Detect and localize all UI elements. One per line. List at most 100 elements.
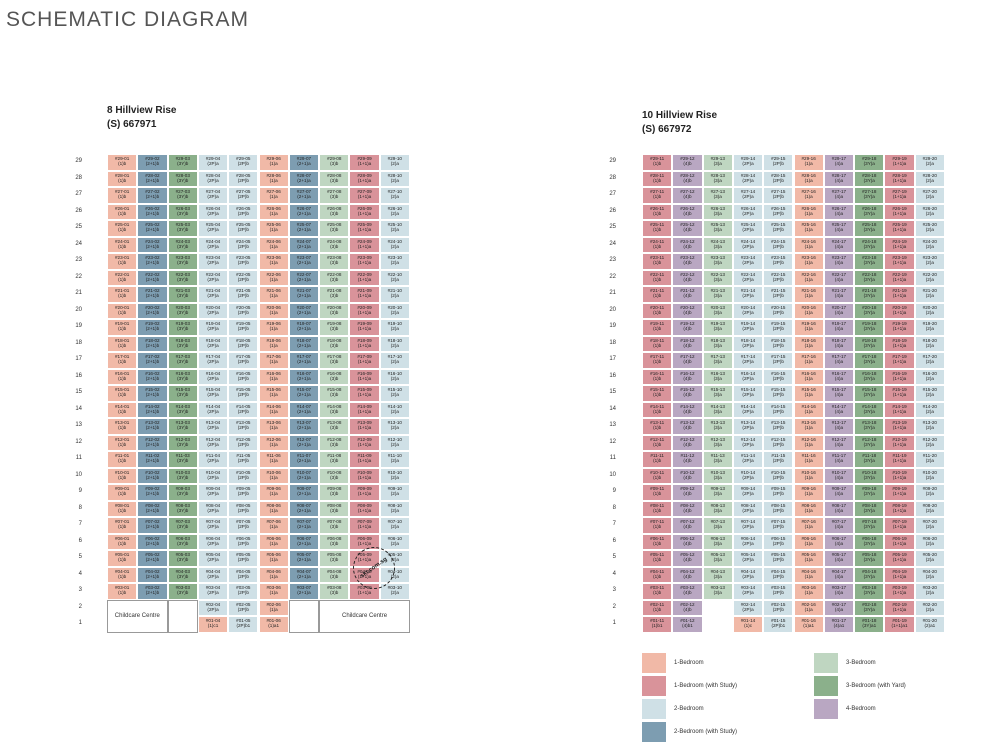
unit-type: (1)a [804, 309, 813, 315]
unit-cell: #10-15 (2P)b [763, 467, 794, 484]
unit-cell: #20-20 (2)a [914, 302, 945, 319]
unit-type: (1)a1 [268, 623, 280, 629]
unit-number: #10-20 [922, 469, 937, 475]
unit-type: (2P)b [772, 573, 784, 579]
unit-cell: #16-13 (3)a [702, 368, 733, 385]
unit-number: #24-09 [357, 238, 372, 244]
unit-type: (1)a [269, 227, 278, 233]
unit-number: #06-18 [862, 535, 877, 541]
unit-cell: #21-05 (2P)b [228, 286, 259, 303]
unit-cell: #07-12 (4)b [672, 517, 703, 534]
unit-type: (2P)b [237, 161, 249, 167]
unit-number: #07-14 [740, 519, 756, 524]
unit-cell: #14-17 (4)a [823, 401, 855, 418]
unit-number: #09-12 [680, 486, 695, 491]
unit-cell: #26-11 (1)b [642, 203, 673, 220]
unit-number: #16-17 [831, 370, 847, 376]
unit-type: (4)a [834, 491, 844, 497]
unit-cell: #11-09 (1+1)a [349, 451, 380, 468]
unit-number: #09-04 [205, 486, 221, 491]
unit-number: #22-03 [175, 271, 190, 277]
unit-cell: #08-20 (2)a [914, 500, 945, 517]
unit-number: #21-18 [862, 288, 877, 293]
unit-number: #18-12 [680, 337, 695, 343]
unit-cell: #17-11 (1)b [642, 352, 673, 369]
unit-number: #18-15 [771, 337, 786, 343]
unit-type: (4)a [834, 606, 844, 612]
unit-cell: #09-03 (3Y)b [167, 484, 198, 501]
unit-number: #19-17 [831, 321, 847, 326]
unit-type: (1)b [118, 540, 127, 546]
unit-cell: #09-02 (2+1)b [137, 484, 168, 501]
unit-type: (3)b [330, 276, 339, 282]
unit-number: #28-19 [892, 172, 907, 178]
unit-cell: #03-03 (3Y)b [167, 583, 198, 600]
unit-number: #03-06 [266, 585, 281, 590]
unit-type: (2P)a [207, 392, 219, 398]
unit-number: #24-03 [175, 238, 190, 244]
unit-cell: #08-01 (1)b [107, 500, 138, 517]
unit-type: (4)b [683, 392, 692, 398]
unit-number: #20-15 [771, 304, 786, 310]
unit-cell: #06-13 (3)a [702, 533, 733, 550]
unit-number: #21-12 [680, 288, 695, 293]
unit-type: (1)b [118, 392, 127, 398]
unit-cell: #11-06 (1)a [258, 451, 289, 468]
unit-type: (1+1)a [892, 161, 907, 167]
unit-type: (1)b [118, 573, 127, 579]
unit-type: (3)a [713, 309, 722, 315]
unit-cell: #15-13 (3)a [702, 385, 733, 402]
unit-type: (2P)b [772, 342, 784, 348]
unit-cell: #09-17 (4)a [823, 484, 855, 501]
unit-type: (2)a [925, 425, 934, 431]
unit-cell: #29-08 (3)b [319, 154, 350, 171]
unit-cell: #12-19 (1+1)a [884, 434, 915, 451]
unit-type: (3)b [330, 359, 339, 365]
unit-cell: #15-09 (1+1)a [349, 385, 380, 402]
unit-cell: #17-05 (2P)b [228, 352, 259, 369]
unit-type: (3Y)b [177, 590, 189, 596]
unit-type: (3)a [713, 342, 722, 348]
unit-type: (1)a [269, 161, 278, 167]
unit-type: (4)a [834, 441, 844, 447]
unit-type: (1)a [804, 326, 813, 332]
unit-number: #23-09 [357, 255, 372, 260]
floor-label: 8 [612, 504, 616, 511]
unit-number: #25-03 [175, 222, 190, 227]
unit-number: #28-04 [205, 172, 221, 178]
unit-cell: #05-10 (2)a [379, 550, 410, 567]
unit-type: (2)a [925, 392, 934, 398]
unit-number: #27-16 [801, 189, 816, 194]
unit-cell: #25-19 (1+1)a [884, 220, 915, 237]
unit-type: (1)b [653, 491, 662, 497]
unit-type: (2P)a [207, 342, 219, 348]
unit-type: (1)a [269, 524, 278, 530]
unit-number: #12-14 [740, 436, 756, 442]
unit-number: #16-20 [922, 370, 937, 376]
unit-cell: #25-01 (1)b [107, 220, 138, 237]
unit-type: (1+1)a [892, 491, 907, 497]
unit-number: #08-03 [175, 502, 190, 508]
floor-label: 28 [609, 174, 616, 181]
unit-type: (3)b [330, 392, 339, 398]
unit-cell: #08-08 (3)b [319, 500, 350, 517]
floor-label: 28 [75, 174, 82, 181]
unit-cell: #18-16 (1)a [793, 335, 824, 352]
unit-cell: #28-03 (3Y)b [167, 170, 198, 187]
unit-type: (4)a [834, 474, 844, 480]
unit-cell: #20-17 (4)a [823, 302, 855, 319]
unit-cell: #06-09 (1+1)a [349, 533, 380, 550]
unit-type: (2P)a [207, 260, 219, 266]
unit-cell: #29-03 (3Y)b [167, 154, 198, 171]
unit-number: #26-15 [771, 205, 786, 211]
unit-type: (2+1)b [145, 375, 160, 381]
unit-number: #23-14 [740, 255, 756, 260]
unit-type: (2+1)b [145, 243, 160, 249]
unit-type: (4)a [834, 276, 844, 282]
unit-type: (1)b [653, 540, 662, 546]
unit-number: #10-14 [740, 469, 756, 475]
unit-number: #19-16 [801, 321, 816, 326]
unit-number: #20-06 [266, 304, 281, 310]
unit-type: (3)b [330, 177, 339, 183]
unit-cell: #07-02 (2+1)b [137, 517, 168, 534]
